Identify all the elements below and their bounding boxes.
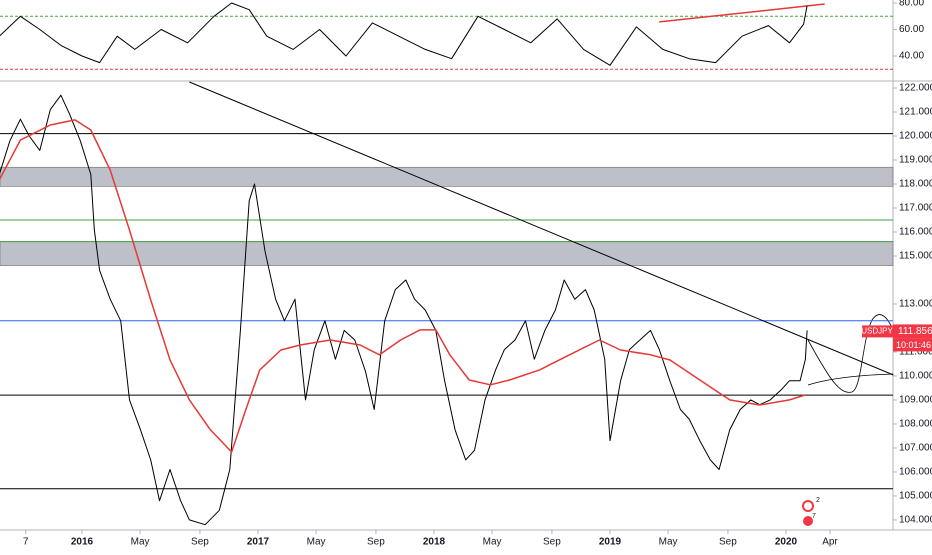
- x-tick-label: May: [307, 537, 326, 548]
- y-tick-label: 121.000: [899, 107, 932, 118]
- y-tick-label: 110.000: [899, 371, 932, 382]
- y-tick-label: 107.000: [899, 443, 932, 454]
- x-tick-label: 2016: [71, 537, 94, 548]
- y-tick-label: 109.000: [899, 395, 932, 406]
- x-tick-label: Sep: [191, 537, 209, 548]
- series-line: [0, 2, 808, 66]
- x-tick-label: May: [659, 537, 678, 548]
- y-tick-label: 108.000: [899, 419, 932, 430]
- x-tick-label: Apr: [822, 537, 838, 548]
- y-tick-label: 115.000: [899, 251, 932, 262]
- price-badge: [893, 324, 932, 339]
- trend-line: [659, 3, 825, 23]
- y-tick-label: 104.000: [899, 515, 932, 526]
- y-tick-label: 80.00: [899, 0, 924, 9]
- y-tick-label: 111.000: [899, 347, 932, 358]
- symbol-badge: [862, 325, 893, 338]
- y-tick-label: 120.000: [899, 131, 932, 142]
- zone: [0, 166, 894, 187]
- y-tick-label: 119.000: [899, 155, 932, 166]
- y-tick-label: 122.000: [899, 83, 932, 94]
- x-tick-label: May: [483, 537, 502, 548]
- y-tick-label: 113.000: [899, 299, 932, 310]
- event-icon: [803, 516, 813, 526]
- projection-sketch: [807, 314, 894, 393]
- series-line: [0, 94, 808, 526]
- x-tick-label: May: [131, 537, 150, 548]
- x-tick-label: 2018: [423, 537, 446, 548]
- trend-line: [189, 81, 894, 376]
- event-icon: [802, 500, 814, 512]
- event-count: 7: [812, 513, 816, 520]
- y-tick-label: 105.000: [899, 491, 932, 502]
- series-line: [0, 119, 806, 453]
- countdown-label: 10:01:46: [896, 340, 931, 350]
- symbol-label: USDJPY: [861, 327, 893, 336]
- x-tick-label: 2017: [247, 537, 270, 548]
- y-tick-label: 40.00: [899, 51, 924, 62]
- projection-sketch: [807, 373, 894, 386]
- price-label: 111.856: [898, 326, 932, 337]
- y-tick-label: 116.000: [899, 227, 932, 238]
- x-tick-label: Sep: [719, 537, 737, 548]
- event-count: 2: [816, 497, 820, 504]
- x-tick-label: 2020: [775, 537, 798, 548]
- y-tick-label: 106.000: [899, 467, 932, 478]
- x-tick-label: 2019: [599, 537, 622, 548]
- x-tick-label: Sep: [367, 537, 385, 548]
- y-tick-label: 118.000: [899, 179, 932, 190]
- x-tick-label: 7: [23, 537, 29, 548]
- y-tick-label: 117.000: [899, 203, 932, 214]
- y-tick-label: 60.00: [899, 24, 924, 35]
- x-tick-label: Sep: [543, 537, 561, 548]
- countdown-badge: [893, 338, 932, 352]
